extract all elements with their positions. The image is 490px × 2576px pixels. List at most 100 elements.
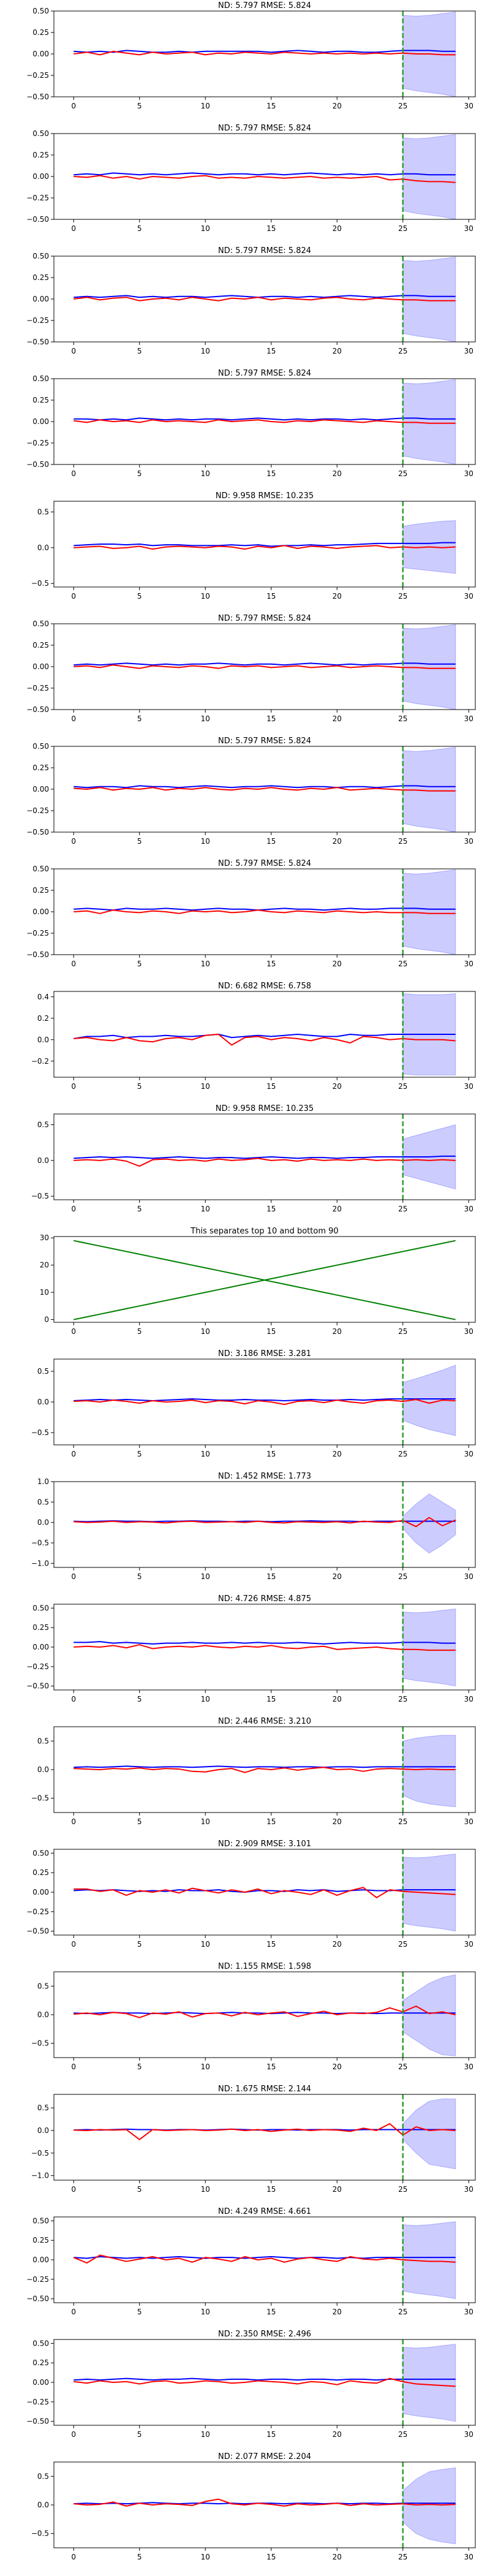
chart-title: ND: 5.797 RMSE: 5.824 (218, 859, 311, 868)
x-tick-label: 25 (398, 1205, 407, 1213)
forecast-line (74, 1034, 456, 1039)
y-tick-label: 0.00 (32, 1888, 49, 1896)
x-tick-label: 0 (71, 1450, 76, 1458)
x-tick-label: 0 (71, 469, 76, 478)
x-tick-label: 10 (201, 1327, 210, 1336)
y-tick-label: 0.50 (32, 129, 49, 138)
actual-line (74, 2006, 456, 2018)
x-tick-label: 10 (201, 2430, 210, 2439)
actual-line (74, 175, 456, 183)
y-tick-label: −0.5 (31, 1428, 49, 1437)
y-tick-label: 0.25 (32, 641, 49, 650)
x-tick-label: 15 (266, 837, 276, 846)
y-tick-label: 0.5 (37, 1498, 49, 1506)
y-tick-label: −0.50 (26, 2417, 49, 2426)
y-tick-label: 0.00 (32, 172, 49, 181)
x-tick-label: 20 (333, 2185, 342, 2194)
x-tick-label: 25 (398, 837, 407, 846)
y-tick-label: 0.25 (32, 273, 49, 282)
chart-title: ND: 6.682 RMSE: 6.758 (218, 982, 311, 991)
x-tick-label: 20 (333, 2308, 342, 2316)
x-tick-label: 30 (464, 592, 473, 600)
x-tick-label: 15 (266, 224, 276, 233)
x-tick-label: 30 (464, 102, 473, 110)
y-tick-label: −0.25 (26, 194, 49, 202)
forecast-line (74, 542, 456, 547)
y-tick-label: 1.0 (37, 1477, 49, 1486)
x-tick-label: 15 (266, 1205, 276, 1213)
x-tick-label: 5 (137, 1695, 142, 1703)
y-tick-label: 0.5 (37, 1737, 49, 1745)
chart-title: ND: 5.797 RMSE: 5.824 (218, 1, 311, 10)
x-tick-label: 25 (398, 2553, 407, 2561)
y-tick-label: 30 (40, 1233, 49, 1242)
x-tick-label: 10 (201, 224, 210, 233)
x-tick-label: 10 (201, 347, 210, 355)
forecast-interval-band (402, 2467, 456, 2545)
x-tick-label: 15 (266, 347, 276, 355)
x-tick-label: 5 (137, 2185, 142, 2194)
x-tick-label: 10 (201, 592, 210, 600)
y-tick-label: 0.25 (32, 886, 49, 895)
y-tick-label: −0.25 (26, 439, 49, 447)
x-tick-label: 30 (464, 837, 473, 846)
actual-line (74, 664, 456, 669)
y-tick-label: 0.50 (32, 742, 49, 751)
actual-line (74, 2123, 456, 2140)
forecast-line (74, 785, 456, 789)
chart-title: ND: 5.797 RMSE: 5.824 (218, 369, 311, 378)
x-tick-label: 25 (398, 1082, 407, 1091)
x-tick-label: 15 (266, 2063, 276, 2071)
forecast-interval-band (402, 1608, 456, 1687)
x-tick-label: 30 (464, 347, 473, 355)
y-tick-label: 0.5 (37, 1367, 49, 1376)
actual-line (74, 1644, 456, 1651)
x-tick-label: 20 (333, 2430, 342, 2439)
y-tick-label: −0.25 (26, 806, 49, 815)
x-tick-label: 30 (464, 1695, 473, 1703)
y-tick-label: 0.5 (37, 1121, 49, 1129)
axes-frame (53, 1113, 476, 1200)
y-tick-label: −1.0 (31, 1559, 49, 1567)
x-tick-label: 30 (464, 2063, 473, 2071)
x-tick-label: 0 (71, 2185, 76, 2194)
x-tick-label: 25 (398, 2308, 407, 2316)
x-tick-label: 20 (333, 469, 342, 478)
y-tick-label: −0.25 (26, 684, 49, 692)
axes-frame (53, 991, 476, 1078)
y-tick-label: −0.50 (26, 215, 49, 224)
x-tick-label: 0 (71, 102, 76, 110)
x-tick-label: 25 (398, 592, 407, 600)
y-tick-label: 0.00 (32, 662, 49, 671)
x-tick-label: 30 (464, 714, 473, 723)
x-tick-label: 15 (266, 2185, 276, 2194)
x-tick-label: 10 (201, 1082, 210, 1091)
x-tick-label: 25 (398, 960, 407, 968)
x-tick-label: 10 (201, 1695, 210, 1703)
forecast-line (74, 1765, 456, 1768)
y-tick-label: 0.50 (32, 1849, 49, 1857)
actual-line (74, 1767, 456, 1773)
x-tick-label: 15 (266, 1327, 276, 1336)
x-tick-label: 10 (201, 2185, 210, 2194)
forecast-interval-band (402, 2098, 456, 2170)
forecast-interval-band (402, 2344, 456, 2422)
x-tick-label: 0 (71, 2430, 76, 2439)
x-tick-label: 0 (71, 960, 76, 968)
y-tick-label: 0.0 (37, 1398, 49, 1406)
x-tick-label: 25 (398, 469, 407, 478)
y-tick-label: −0.5 (31, 2039, 49, 2048)
y-tick-label: 0.25 (32, 2358, 49, 2367)
x-tick-label: 0 (71, 1940, 76, 1949)
forecast-interval-band (402, 1735, 456, 1808)
x-tick-label: 15 (266, 2553, 276, 2561)
y-tick-label: 10 (40, 1288, 49, 1297)
y-tick-label: −0.2 (31, 1057, 49, 1066)
x-tick-label: 0 (71, 2063, 76, 2071)
forecast-line (74, 295, 456, 298)
x-tick-label: 15 (266, 1695, 276, 1703)
y-tick-label: 0.50 (32, 7, 49, 15)
y-tick-label: −1.0 (31, 2172, 49, 2180)
y-tick-label: −0.50 (26, 1927, 49, 1936)
